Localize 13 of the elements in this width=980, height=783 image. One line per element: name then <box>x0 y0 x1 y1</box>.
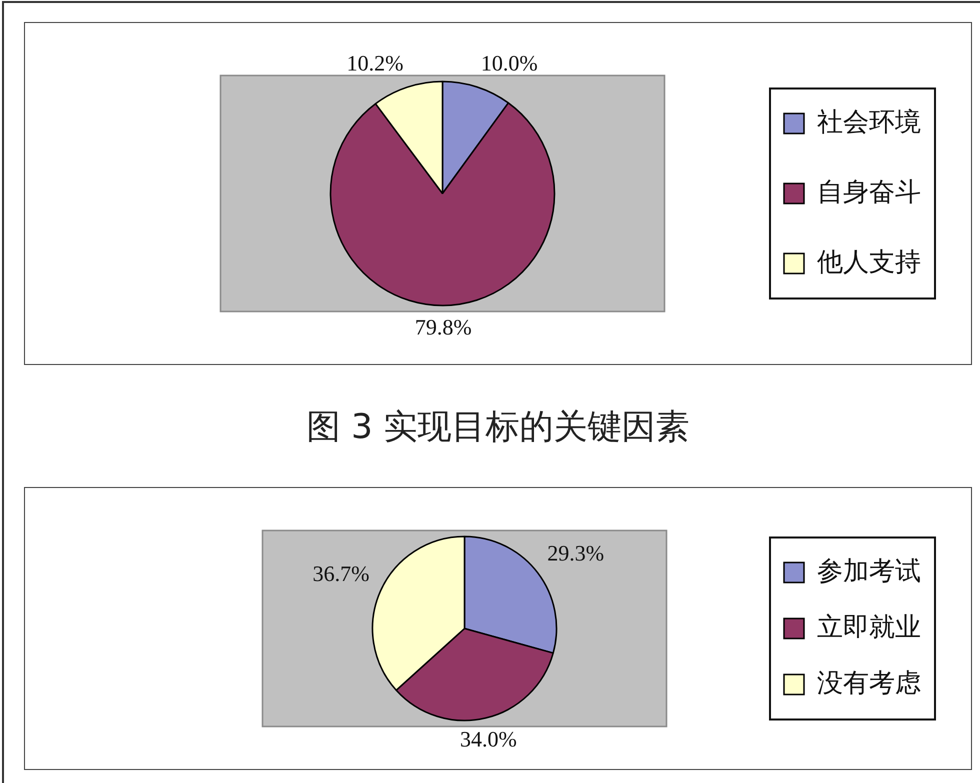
legend-label: 自身奋斗 <box>817 177 921 206</box>
data-label: 29.3% <box>547 540 604 566</box>
data-label: 10.2% <box>346 50 404 76</box>
text: 图 3 实现目标的关键因素 <box>305 406 691 449</box>
legend-label: 参加考试 <box>817 556 921 586</box>
data-label: 36.7% <box>312 561 370 586</box>
legend-label: 他人支持 <box>817 247 921 276</box>
legend-label: 社会环境 <box>817 107 921 136</box>
data-label: 34.0% <box>460 726 517 752</box>
legend-label: 没有考虑 <box>817 668 921 698</box>
data-label: 10.0% <box>480 50 538 76</box>
data-label: 79.8% <box>414 314 472 340</box>
legend-label: 立即就业 <box>817 612 921 642</box>
